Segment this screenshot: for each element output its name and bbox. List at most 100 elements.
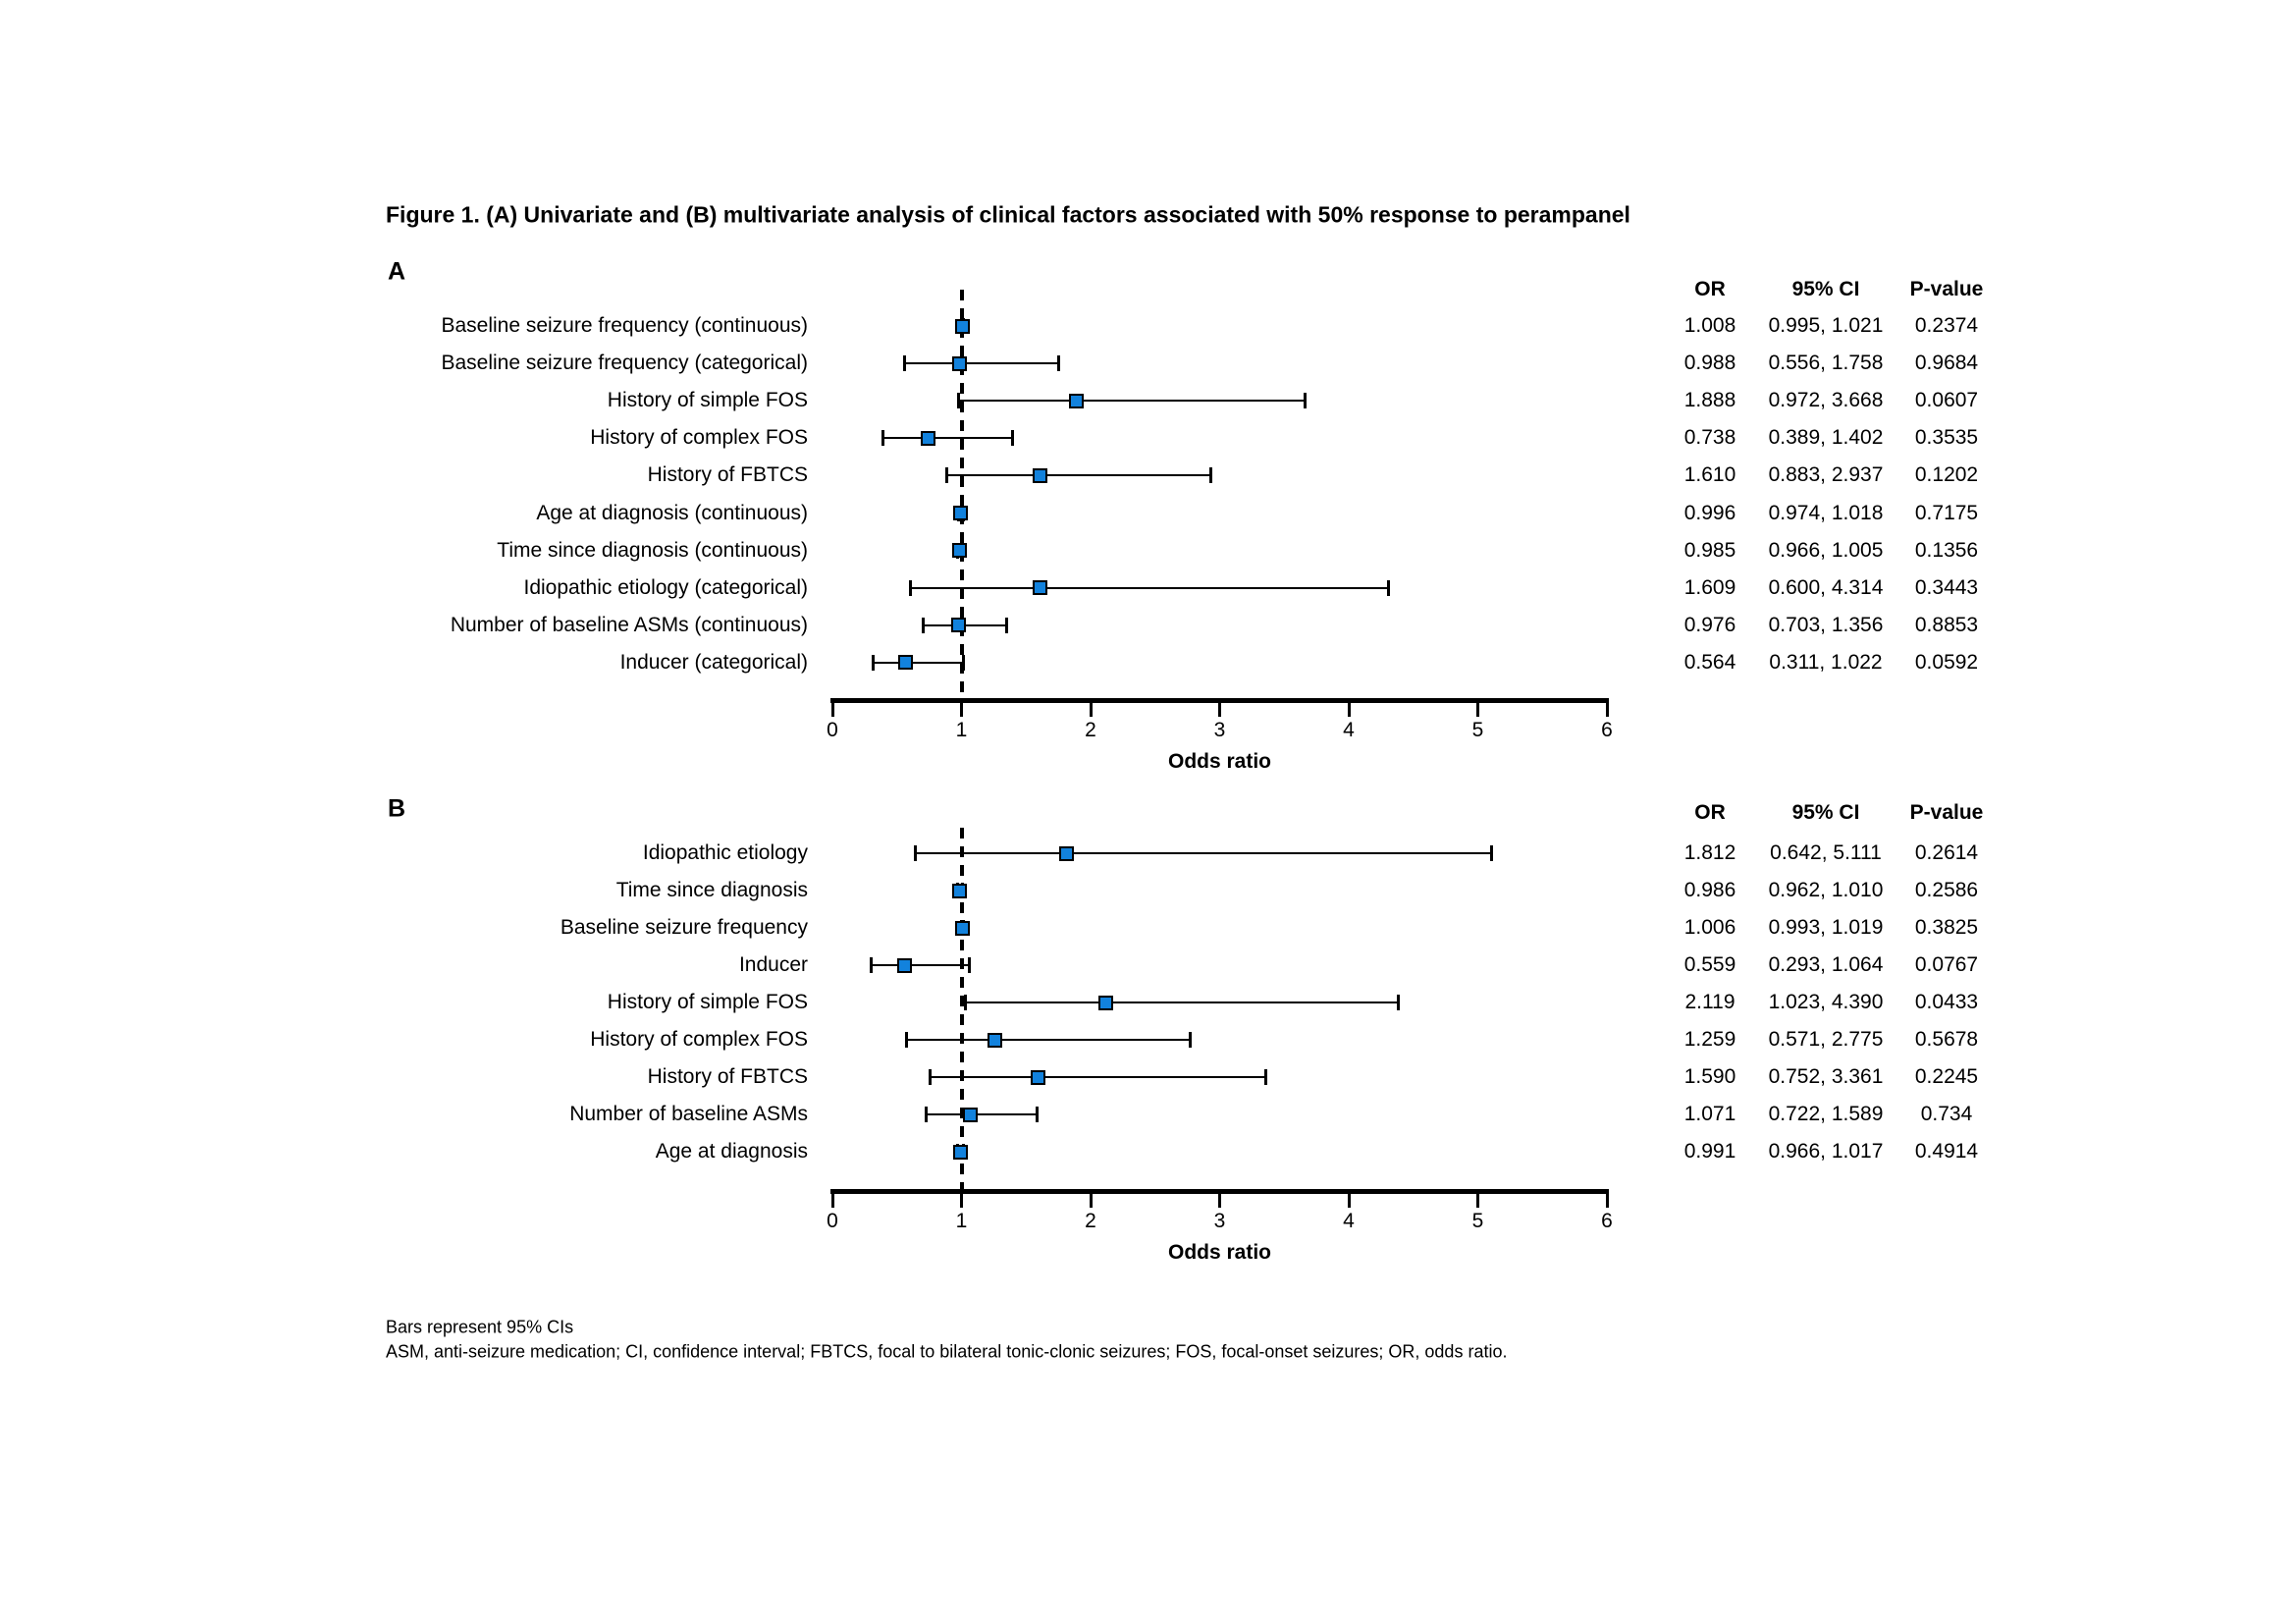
axis-tick-label: 3 — [1213, 719, 1226, 741]
or-marker — [953, 506, 969, 520]
p-value: 0.0592 — [1914, 650, 1979, 674]
axis-tick — [1347, 700, 1351, 717]
ci-value: 0.293, 1.064 — [1768, 953, 1884, 976]
axis-tick — [830, 700, 834, 717]
ci-whisker — [870, 964, 970, 966]
ci-whisker — [882, 437, 1014, 440]
forest-row-label: History of complex FOS — [590, 1028, 808, 1051]
axis-tick — [1605, 1191, 1609, 1208]
or-value: 0.988 — [1683, 352, 1736, 375]
reference-line — [959, 828, 964, 1191]
or-marker — [897, 957, 912, 973]
p-value: 0.2614 — [1914, 841, 1979, 864]
ci-cap-low — [963, 995, 967, 1010]
or-value: 1.610 — [1683, 463, 1736, 487]
ci-value: 0.311, 1.022 — [1769, 650, 1883, 674]
axis-tick — [1476, 700, 1479, 717]
table-header-ci: 95% CI — [1791, 801, 1860, 824]
forest-row-label: History of FBTCS — [647, 463, 808, 487]
or-marker — [897, 655, 913, 671]
ci-whisker — [906, 1039, 1191, 1041]
ci-value: 0.556, 1.758 — [1768, 352, 1884, 375]
ci-cap-low — [924, 1107, 928, 1122]
axis-tick-label: 6 — [1601, 719, 1613, 741]
p-value: 0.0607 — [1914, 389, 1979, 412]
forest-row-label: Inducer — [738, 953, 808, 976]
p-value: 0.3443 — [1914, 575, 1979, 599]
panel-letter-b: B — [388, 794, 406, 823]
or-value: 0.738 — [1683, 426, 1736, 450]
ci-cap-low — [928, 1069, 932, 1085]
axis-tick — [960, 1191, 963, 1208]
table-header-ci: 95% CI — [1791, 278, 1860, 300]
ci-cap-low — [945, 467, 949, 484]
forest-row-label: Number of baseline ASMs — [569, 1103, 808, 1125]
ci-cap-low — [914, 845, 918, 861]
axis-title: Odds ratio — [1167, 750, 1272, 773]
forest-row-label: History of simple FOS — [607, 991, 808, 1013]
ci-value: 0.642, 5.111 — [1770, 841, 1882, 864]
p-value: 0.1202 — [1914, 463, 1979, 487]
ci-cap-high — [1035, 1107, 1039, 1122]
ci-value: 1.023, 4.390 — [1768, 991, 1884, 1013]
or-value: 1.259 — [1683, 1028, 1736, 1051]
ci-cap-high — [1387, 579, 1391, 596]
or-value: 1.888 — [1683, 389, 1736, 412]
or-value: 1.590 — [1683, 1065, 1736, 1088]
ci-value: 0.974, 1.018 — [1768, 501, 1884, 524]
p-value: 0.7175 — [1914, 501, 1979, 524]
or-marker — [1068, 393, 1084, 408]
axis-tick — [1347, 1191, 1351, 1208]
or-marker — [954, 920, 970, 936]
forest-row-label: Number of baseline ASMs (continuous) — [450, 613, 808, 636]
axis-tick-label: 4 — [1343, 1210, 1355, 1232]
axis-tick-label: 4 — [1343, 719, 1355, 741]
ci-cap-high — [1188, 1032, 1192, 1048]
ci-cap-low — [881, 430, 885, 447]
p-value: 0.5678 — [1914, 1028, 1979, 1051]
or-value: 1.609 — [1683, 575, 1736, 599]
figure-title: Figure 1. (A) Univariate and (B) multiva… — [386, 201, 1630, 228]
or-marker — [952, 883, 968, 898]
footnote-bars: Bars represent 95% CIs — [386, 1317, 574, 1337]
or-marker — [1098, 995, 1114, 1010]
or-value: 0.564 — [1683, 650, 1736, 674]
or-marker — [1030, 1069, 1045, 1085]
p-value: 0.2374 — [1914, 314, 1979, 337]
ci-value: 0.966, 1.005 — [1768, 538, 1884, 562]
p-value: 0.2586 — [1914, 879, 1979, 901]
ci-cap-high — [1005, 617, 1009, 633]
or-marker — [952, 1144, 968, 1160]
ci-value: 0.995, 1.021 — [1768, 314, 1884, 337]
footnote-abbreviations: ASM, anti-seizure medication; CI, confid… — [386, 1341, 1508, 1362]
or-marker — [1033, 580, 1048, 596]
axis-tick — [1089, 700, 1093, 717]
forest-row-label: Age at diagnosis — [655, 1140, 808, 1163]
or-marker — [963, 1107, 979, 1122]
ci-value: 0.962, 1.010 — [1768, 879, 1884, 901]
ci-cap-low — [905, 1032, 909, 1048]
or-marker — [955, 318, 971, 334]
ci-value: 0.972, 3.668 — [1768, 389, 1884, 412]
or-value: 0.991 — [1683, 1140, 1736, 1163]
ci-value: 0.389, 1.402 — [1768, 426, 1884, 450]
ci-whisker — [964, 1001, 1400, 1003]
or-value: 1.812 — [1683, 841, 1736, 864]
axis-tick-label: 6 — [1601, 1210, 1613, 1232]
or-marker — [988, 1032, 1003, 1048]
forest-row-label: Baseline seizure frequency (continuous) — [441, 314, 808, 337]
axis-tick-label: 5 — [1471, 1210, 1484, 1232]
p-value: 0.3535 — [1914, 426, 1979, 450]
p-value: 0.9684 — [1914, 352, 1979, 375]
ci-cap-low — [956, 393, 960, 409]
ci-value: 0.883, 2.937 — [1768, 463, 1884, 487]
forest-row-label: Inducer (categorical) — [619, 650, 808, 674]
table-header-or: OR — [1694, 801, 1726, 824]
ci-cap-high — [1209, 467, 1213, 484]
axis-tick-label: 2 — [1085, 1210, 1096, 1232]
p-value: 0.2245 — [1914, 1065, 1979, 1088]
forest-row-label: History of complex FOS — [590, 426, 808, 450]
table-header-or: OR — [1694, 278, 1726, 300]
ci-cap-high — [962, 654, 966, 671]
or-marker — [950, 618, 966, 633]
